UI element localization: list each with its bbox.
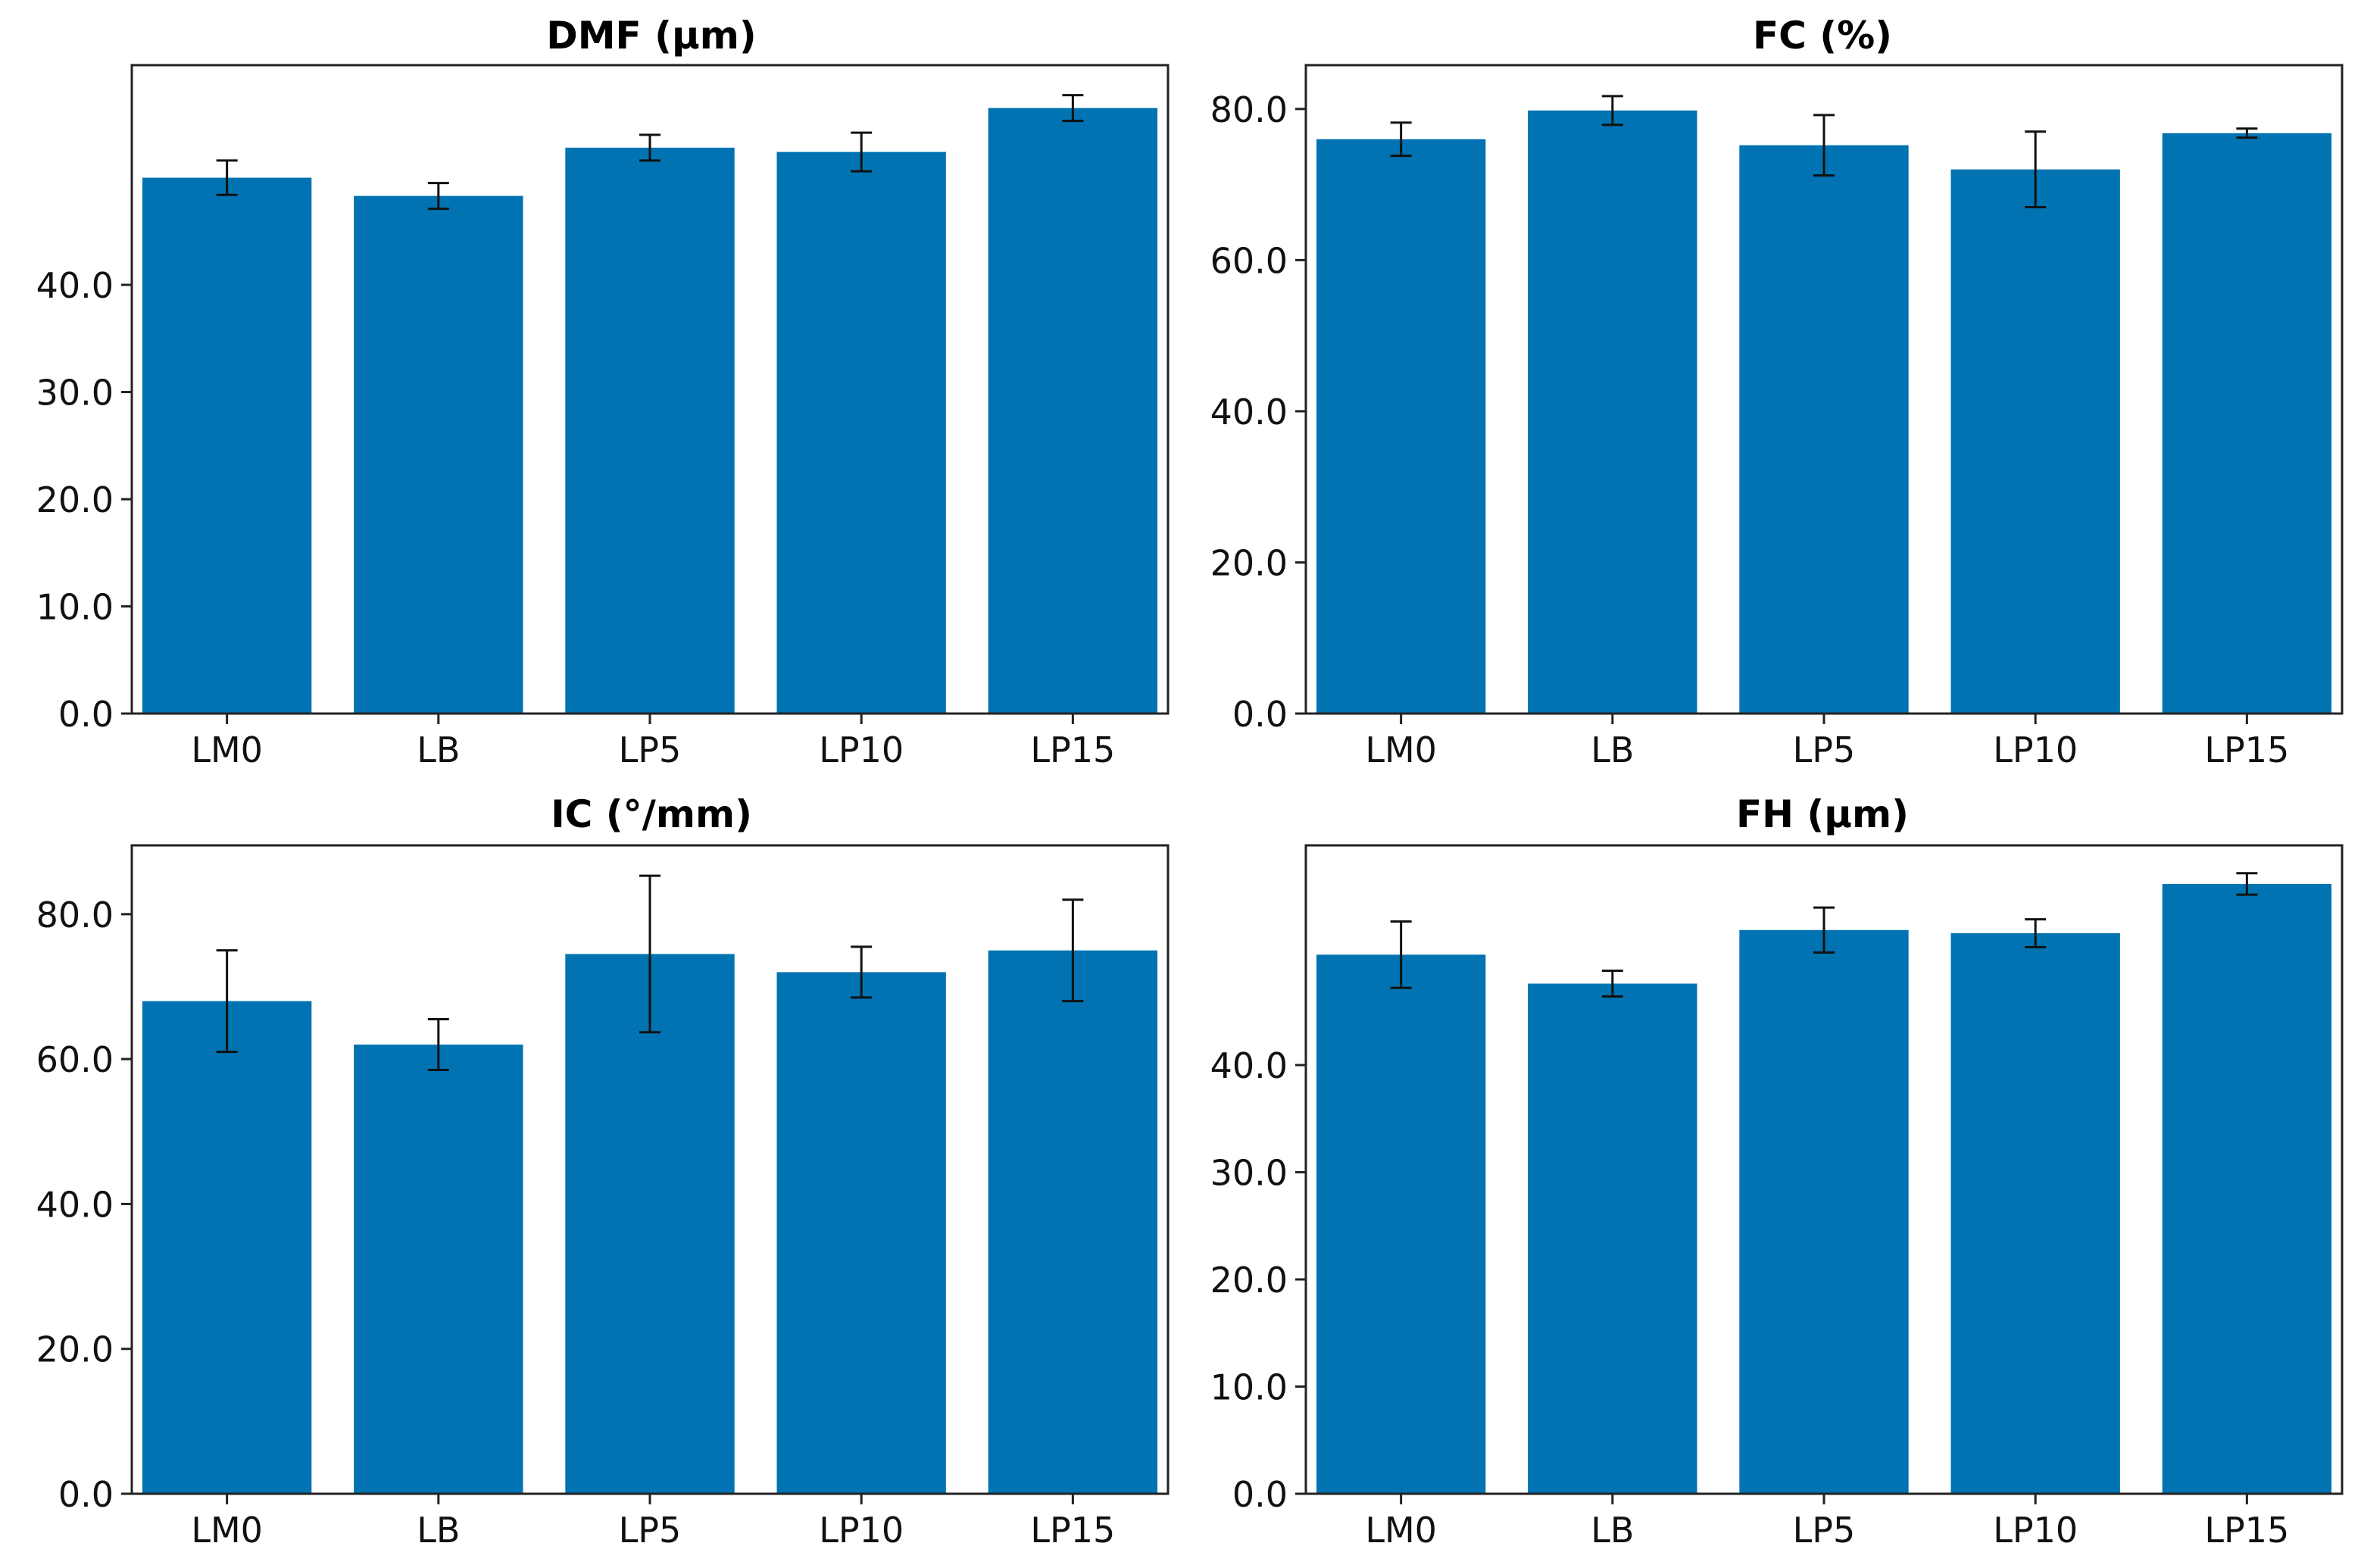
bar bbox=[776, 972, 946, 1494]
x-tick-label: LP5 bbox=[619, 1510, 682, 1551]
panel-fc: FC (%) 0.0 20.0 40.0 60.0 80.0 LM0 LB LP5 LP10 LP… bbox=[1210, 14, 2344, 770]
y-tick-label: 30.0 bbox=[1210, 1153, 1288, 1194]
y-tick-label: 0.0 bbox=[1232, 694, 1288, 735]
x-tick-label: LP10 bbox=[819, 729, 904, 770]
plot-frame bbox=[130, 64, 1170, 715]
x-tick-label: LP10 bbox=[1993, 729, 2078, 770]
bar bbox=[565, 147, 735, 714]
plot-frame bbox=[1304, 844, 2344, 1495]
bar bbox=[2162, 133, 2332, 714]
x-tick-label: LM0 bbox=[191, 1510, 263, 1551]
y-tick-label: 40.0 bbox=[1210, 392, 1288, 433]
y-tick-label: 10.0 bbox=[36, 587, 114, 628]
x-tick-label: LM0 bbox=[1365, 729, 1437, 770]
x-tick-label: LP5 bbox=[1793, 729, 1856, 770]
bar bbox=[1316, 139, 1486, 714]
y-tick-label: 0.0 bbox=[58, 1474, 114, 1515]
x-tick-label: LP15 bbox=[2204, 1510, 2289, 1551]
x-tick-label: LP5 bbox=[1793, 1510, 1856, 1551]
bar bbox=[354, 195, 523, 714]
y-tick-label: 80.0 bbox=[36, 895, 114, 935]
x-tick-label: LM0 bbox=[191, 729, 263, 770]
x-tick-label: LP15 bbox=[2204, 729, 2289, 770]
y-tick-label: 0.0 bbox=[1232, 1474, 1288, 1515]
x-tick-label: LP10 bbox=[1993, 1510, 2078, 1551]
chart-title: IC (°/mm) bbox=[551, 792, 752, 836]
bar bbox=[988, 950, 1158, 1494]
bar bbox=[988, 108, 1158, 714]
bar bbox=[354, 1045, 523, 1494]
x-tick-label: LB bbox=[1591, 729, 1634, 770]
x-tick-label: LM0 bbox=[1365, 1510, 1437, 1551]
x-tick-label: LP15 bbox=[1030, 1510, 1115, 1551]
y-tick-label: 30.0 bbox=[36, 373, 114, 414]
y-tick-label: 40.0 bbox=[36, 265, 114, 306]
y-tick-label: 20.0 bbox=[1210, 542, 1288, 583]
x-tick-label: LP10 bbox=[819, 1510, 904, 1551]
chart-title: DMF (µm) bbox=[546, 14, 756, 58]
y-tick-label: 40.0 bbox=[1210, 1045, 1288, 1086]
panel-dmf: DMF (µm) 0.0 10.0 20.0 30.0 40.0 LM0 LB LP5 LP10… bbox=[36, 14, 1170, 770]
x-tick-label: LB bbox=[417, 729, 460, 770]
bar bbox=[565, 954, 735, 1494]
bar bbox=[1739, 929, 1909, 1494]
bar bbox=[1739, 145, 1909, 714]
y-tick-label: 10.0 bbox=[1210, 1367, 1288, 1408]
bar bbox=[1528, 110, 1697, 714]
chart-title: FH (µm) bbox=[1736, 792, 1909, 836]
panel-ic: IC (°/mm) 0.0 20.0 40.0 60.0 80.0 LM0 LB LP5 LP1… bbox=[36, 792, 1170, 1551]
bar bbox=[1316, 954, 1486, 1494]
bar bbox=[142, 1001, 312, 1494]
x-tick-label: LP5 bbox=[619, 729, 682, 770]
x-tick-label: LB bbox=[417, 1510, 460, 1551]
chart-title: FC (%) bbox=[1753, 14, 1892, 58]
bar bbox=[1528, 983, 1697, 1494]
y-tick-label: 20.0 bbox=[36, 1329, 114, 1370]
bar bbox=[1950, 933, 2120, 1494]
y-tick-label: 60.0 bbox=[36, 1039, 114, 1080]
plot-frame bbox=[1304, 64, 2344, 715]
bar bbox=[142, 177, 312, 714]
bar bbox=[1950, 169, 2120, 714]
bar bbox=[776, 151, 946, 714]
bar bbox=[2162, 883, 2332, 1494]
x-tick-label: LB bbox=[1591, 1510, 1634, 1551]
y-tick-label: 80.0 bbox=[1210, 89, 1288, 130]
y-tick-label: 0.0 bbox=[58, 694, 114, 735]
panel-fh: FH (µm) 0.0 10.0 20.0 30.0 40.0 LM0 LB LP5 LP10 L… bbox=[1210, 792, 2344, 1551]
y-tick-label: 60.0 bbox=[1210, 240, 1288, 281]
y-tick-label: 40.0 bbox=[36, 1184, 114, 1225]
plot-frame bbox=[130, 844, 1170, 1495]
y-tick-label: 20.0 bbox=[1210, 1260, 1288, 1301]
x-tick-label: LP15 bbox=[1030, 729, 1115, 770]
y-tick-label: 20.0 bbox=[36, 479, 114, 520]
